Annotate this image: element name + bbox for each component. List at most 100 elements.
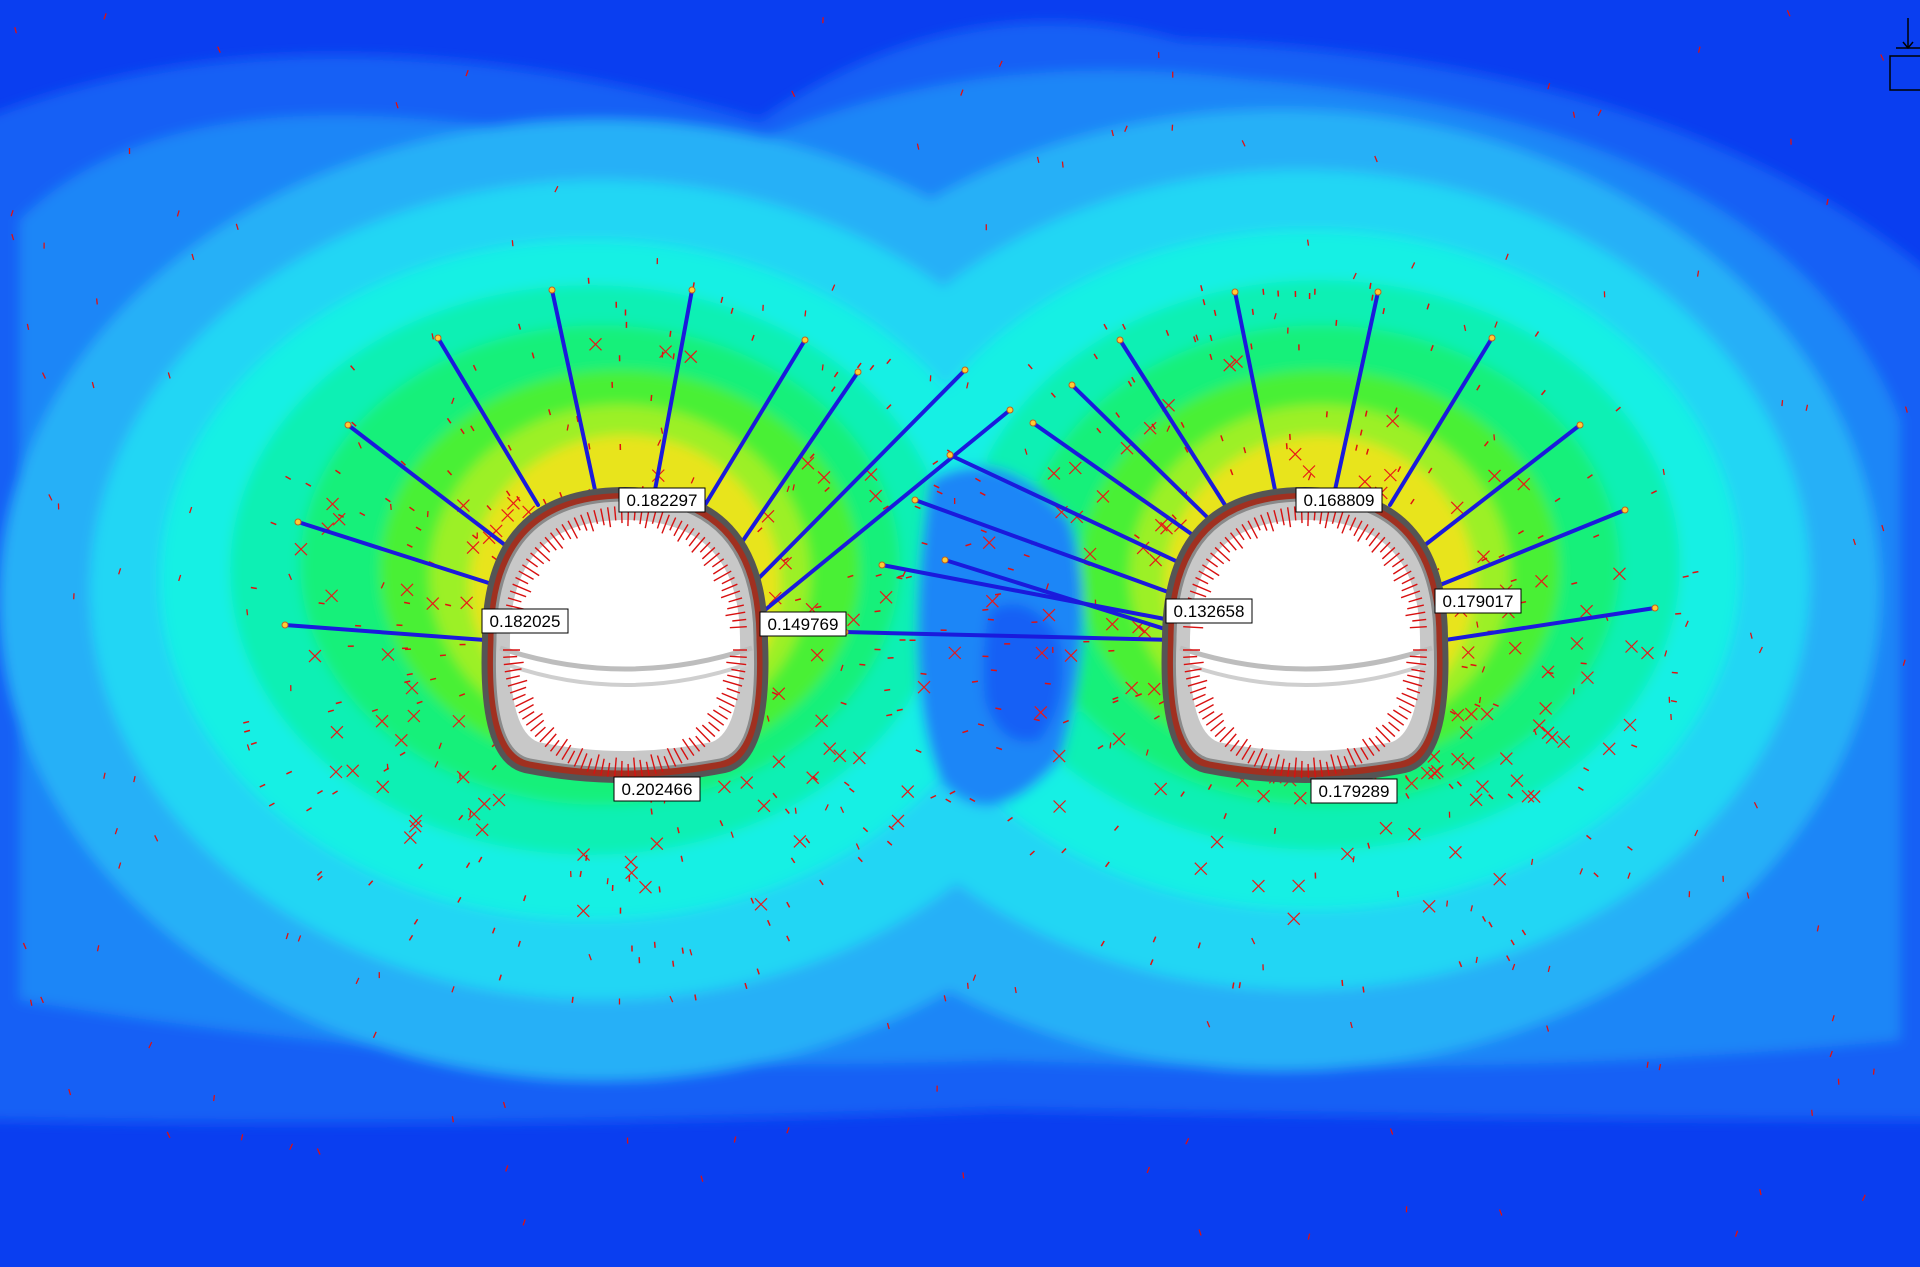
stress-tick bbox=[771, 691, 778, 696]
stress-tick bbox=[672, 353, 675, 360]
lining-force-arrow bbox=[1406, 687, 1421, 694]
stress-tick bbox=[896, 708, 903, 712]
stress-tick bbox=[40, 996, 44, 1004]
lining-force-arrow bbox=[1219, 726, 1235, 743]
yield-marker bbox=[332, 512, 346, 526]
stress-tick bbox=[1027, 363, 1033, 370]
stress-tick bbox=[932, 460, 939, 465]
stress-tick bbox=[1470, 663, 1477, 667]
bolt-anchor bbox=[1621, 506, 1629, 514]
stress-tick bbox=[403, 601, 411, 605]
lining-force-arrow bbox=[1195, 576, 1209, 585]
stress-tick bbox=[11, 233, 15, 241]
stress-tick bbox=[1180, 791, 1185, 797]
rock-bolt bbox=[843, 630, 1177, 642]
lining-force-arrow bbox=[1401, 576, 1415, 585]
stress-tick bbox=[68, 1088, 72, 1096]
stress-tick bbox=[1365, 448, 1370, 455]
stress-tick bbox=[982, 608, 989, 611]
stress-tick bbox=[1811, 1109, 1813, 1116]
stress-tick bbox=[936, 490, 943, 495]
stress-tick bbox=[1746, 892, 1750, 899]
stress-tick bbox=[658, 886, 661, 893]
yield-marker bbox=[1287, 912, 1301, 926]
yield-marker bbox=[793, 835, 807, 848]
yield-marker bbox=[684, 350, 698, 364]
stress-tick bbox=[962, 730, 969, 734]
lining-force-arrow bbox=[1396, 697, 1415, 708]
yield-marker bbox=[1461, 646, 1475, 659]
stress-tick bbox=[1481, 557, 1488, 562]
stress-tick bbox=[972, 974, 977, 981]
yield-marker bbox=[477, 797, 491, 811]
lining-force-arrow bbox=[1412, 618, 1427, 622]
bolt-anchor bbox=[941, 556, 949, 564]
yield-marker bbox=[460, 596, 474, 610]
stress-tick bbox=[790, 857, 796, 864]
lining-force-arrow bbox=[534, 546, 551, 562]
stress-tick bbox=[95, 298, 98, 305]
stress-tick bbox=[246, 744, 250, 751]
stress-tick bbox=[1243, 447, 1247, 454]
bolt-anchor bbox=[854, 368, 862, 376]
lining-force-arrow bbox=[673, 520, 683, 537]
lining-force-arrow bbox=[515, 697, 534, 708]
yield-marker bbox=[326, 497, 339, 511]
stress-tick bbox=[830, 386, 836, 393]
stress-tick bbox=[1061, 848, 1067, 854]
stress-tick bbox=[966, 382, 969, 389]
stress-tick bbox=[1209, 353, 1213, 361]
stress-tick bbox=[505, 490, 511, 497]
support-symbol-icon bbox=[1889, 18, 1920, 91]
stress-tick bbox=[41, 372, 47, 379]
lining-force-arrow bbox=[515, 576, 529, 585]
lining-force-arrow bbox=[656, 512, 664, 529]
stress-tick bbox=[355, 977, 360, 985]
lining-force-arrow bbox=[1409, 625, 1427, 629]
yield-marker bbox=[806, 771, 820, 785]
stress-tick bbox=[1352, 856, 1355, 863]
stress-tick bbox=[465, 69, 469, 77]
lining-force-arrow bbox=[1393, 570, 1412, 582]
stress-tick bbox=[1044, 682, 1051, 685]
lining-force-arrow bbox=[681, 738, 695, 757]
stress-tick bbox=[1474, 703, 1481, 708]
stress-tick bbox=[285, 475, 292, 481]
lining-force-arrow bbox=[727, 674, 744, 680]
stress-tick bbox=[1097, 744, 1104, 750]
stress-tick bbox=[1411, 262, 1416, 269]
stress-tick bbox=[884, 688, 891, 692]
yield-marker bbox=[847, 613, 860, 627]
stress-tick bbox=[1481, 666, 1486, 673]
lining-force-arrow bbox=[1349, 517, 1357, 531]
yield-marker bbox=[1539, 701, 1553, 715]
yield-marker bbox=[1428, 766, 1441, 780]
yield-marker bbox=[409, 814, 423, 828]
stress-tick bbox=[327, 709, 335, 713]
stress-tick bbox=[1369, 282, 1372, 289]
stress-tick bbox=[888, 825, 895, 831]
yield-marker bbox=[589, 337, 602, 351]
stress-tick bbox=[821, 364, 824, 371]
lining-force-arrow bbox=[1189, 590, 1207, 598]
stress-tick bbox=[406, 672, 413, 676]
stress-tick bbox=[882, 505, 889, 510]
lining-force-arrow bbox=[600, 508, 605, 526]
stress-tick bbox=[1146, 1166, 1151, 1174]
stress-tick bbox=[212, 1094, 216, 1102]
stress-tick bbox=[460, 428, 465, 435]
yield-marker bbox=[948, 646, 962, 660]
lining-force-arrow bbox=[726, 687, 741, 694]
stress-tick bbox=[1273, 313, 1277, 320]
lining-force-arrow bbox=[1224, 733, 1237, 748]
stress-tick bbox=[491, 927, 496, 934]
lining-force-arrow bbox=[673, 747, 683, 764]
stress-tick bbox=[1149, 959, 1154, 966]
value-label: 0.149769 bbox=[759, 611, 847, 637]
stress-tick bbox=[250, 586, 257, 590]
stress-tick bbox=[154, 835, 159, 842]
rock-bolt bbox=[1070, 383, 1212, 522]
yield-marker bbox=[400, 583, 414, 597]
lining-force-arrow bbox=[1401, 692, 1418, 701]
rock-bolt bbox=[913, 498, 1192, 602]
